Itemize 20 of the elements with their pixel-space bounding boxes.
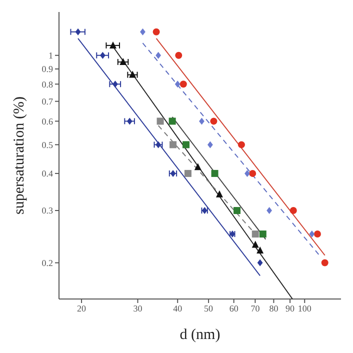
y-tick-label: 0.6 [42,116,54,126]
x-axis-title: d (nm) [180,327,220,343]
y-tick-label: 0.8 [42,79,54,90]
x-tick-label: 20 [77,303,87,314]
x-tick-label: 50 [204,303,214,314]
y-tick-label: 0.7 [42,96,54,107]
y-tick-label: 0.5 [42,140,54,150]
x-tick-label: 100 [298,303,312,314]
y-axis-title: supersaturation (%) [11,96,28,214]
x-tick-label: 70 [250,303,260,314]
x-tick-label: 40 [173,303,183,314]
x-tick-label: 90 [286,303,296,314]
y-tick-label: 0.4 [42,168,54,179]
y-tick-label: 1 [48,50,53,61]
x-tick-label: 80 [269,303,279,314]
x-tick-label: 30 [133,303,143,314]
y-tick-label: 0.9 [42,64,54,74]
y-tick-label: 0.2 [42,258,53,268]
x-tick-label: 60 [229,303,239,314]
y-tick-label: 0.3 [42,206,54,216]
